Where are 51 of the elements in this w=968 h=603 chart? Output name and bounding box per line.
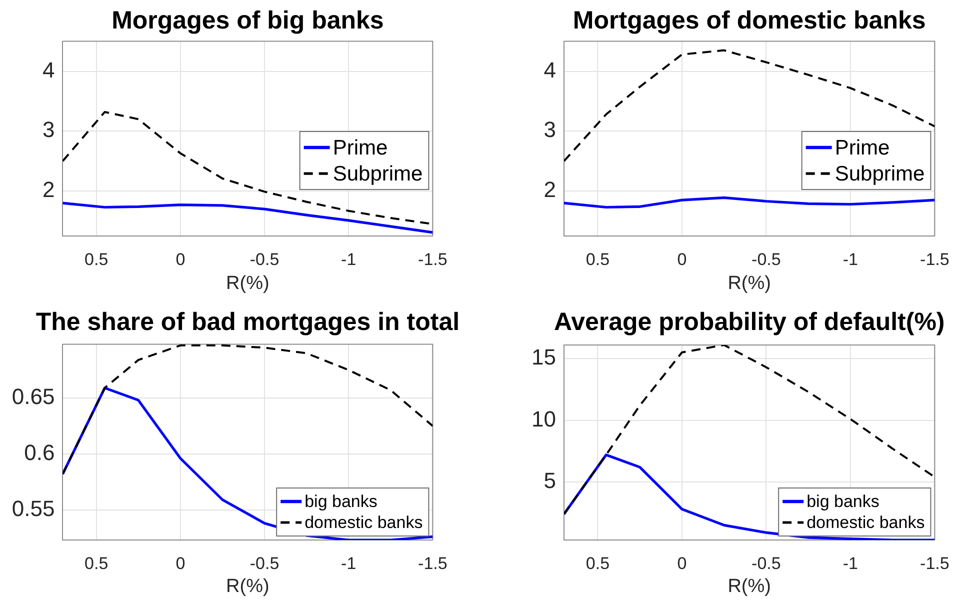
y-tick-label: 0.65 — [12, 384, 55, 410]
y-tick-label: 0.6 — [24, 440, 55, 465]
x-tick-label: -1.5 — [920, 554, 950, 573]
x-axis-title: R(%) — [728, 272, 771, 294]
legend-label: Subprime — [834, 162, 925, 186]
chart-title: Morgages of big banks — [112, 6, 384, 35]
legend-label: domestic banks — [806, 513, 925, 532]
legend-label: big banks — [304, 492, 378, 512]
x-tick-label: -1 — [341, 250, 356, 269]
chart-title: The share of bad mortgages in total — [36, 308, 460, 336]
x-tick-label: 0.5 — [84, 250, 108, 269]
y-tick-label: 5 — [544, 468, 556, 494]
chart-title: Mortgages of domestic banks — [572, 6, 926, 35]
legend-label: Prime — [332, 136, 388, 160]
y-tick-label: 10 — [532, 406, 556, 432]
line-series — [564, 345, 935, 516]
line-series — [62, 344, 433, 476]
legend-label: Subprime — [332, 162, 423, 186]
line-series — [564, 49, 935, 162]
x-tick-label: -1.5 — [920, 250, 950, 269]
x-tick-label: -0.5 — [752, 554, 781, 573]
x-tick-label: 0.5 — [586, 554, 610, 573]
x-tick-label: 0 — [677, 250, 687, 269]
y-tick-label: 4 — [42, 57, 55, 82]
y-tick-label: 3 — [42, 117, 55, 142]
y-tick-label: 2 — [544, 177, 556, 202]
x-tick-label: -0.5 — [250, 250, 280, 269]
y-tick-label: 4 — [544, 57, 556, 82]
x-tick-label: -0.5 — [752, 250, 781, 269]
x-tick-label: 0.5 — [84, 554, 108, 573]
x-tick-label: -1.5 — [418, 554, 448, 573]
x-tick-label: -0.5 — [250, 554, 280, 573]
x-tick-label: 0 — [677, 554, 687, 573]
y-tick-label: 0.55 — [12, 496, 55, 521]
legend-label: big banks — [806, 492, 880, 512]
legend-label: domestic banks — [304, 513, 423, 532]
x-axis-title: R(%) — [226, 272, 270, 294]
x-axis-title: R(%) — [728, 576, 771, 597]
x-tick-label: 0 — [176, 250, 186, 269]
x-tick-label: -1 — [842, 554, 858, 573]
x-tick-label: 0.5 — [586, 250, 610, 269]
x-tick-label: -1.5 — [418, 250, 448, 269]
chart-title: Average probability of default(%) — [554, 308, 945, 336]
x-tick-label: 0 — [176, 554, 186, 573]
x-tick-label: -1 — [341, 554, 356, 573]
legend-label: Prime — [834, 136, 890, 160]
y-tick-label: 2 — [42, 177, 55, 202]
x-axis-title: R(%) — [226, 576, 270, 597]
y-tick-label: 3 — [544, 117, 556, 142]
y-tick-label: 15 — [532, 344, 556, 370]
x-tick-label: -1 — [842, 250, 858, 269]
